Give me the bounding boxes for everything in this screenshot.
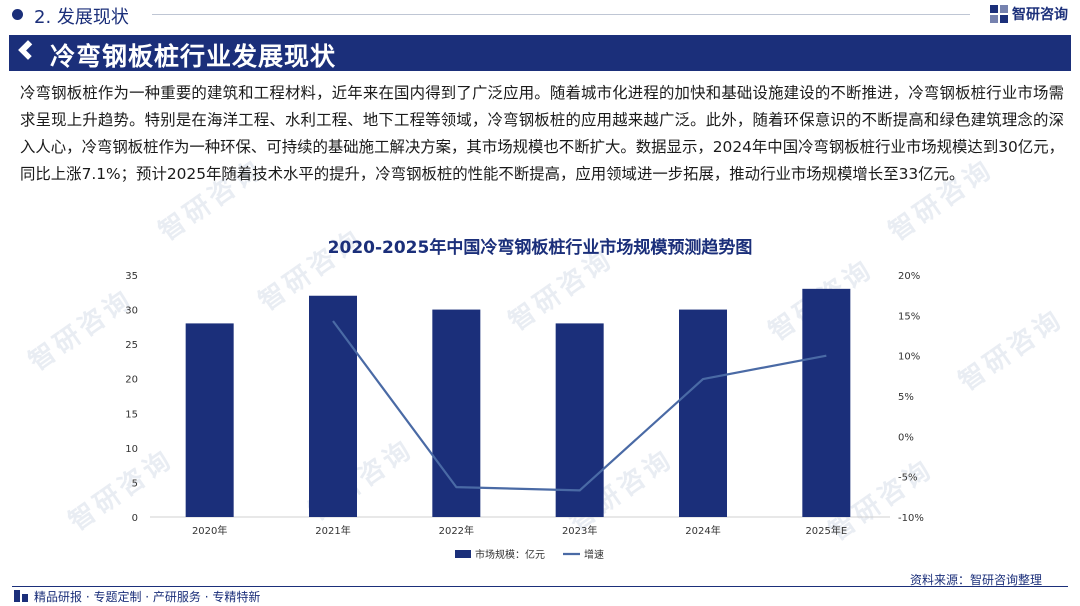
footer-divider: [12, 586, 1068, 587]
left-axis-tick: 35: [125, 271, 138, 282]
right-axis-tick: 10%: [898, 352, 920, 363]
bar-market-size: [555, 323, 604, 517]
right-axis-tick: 20%: [898, 271, 920, 282]
left-axis-tick: 0: [132, 513, 138, 524]
bar-market-size: [432, 309, 481, 517]
legend-bar-label: 市场规模：亿元: [475, 548, 545, 561]
body-paragraph: 冷弯钢板桩作为一种重要的建筑和工程材料，近年来在国内得到了广泛应用。随着城市化进…: [20, 84, 1064, 183]
section-header: 2. 发展现状 智研咨询: [0, 0, 1080, 30]
section-divider: [152, 14, 970, 15]
x-axis-tick: 2020年: [192, 524, 227, 537]
right-axis-tick: -5%: [898, 473, 917, 484]
section-bullet-icon: [12, 9, 23, 20]
left-axis-tick: 10: [125, 444, 138, 455]
left-axis-tick: 20: [125, 375, 138, 386]
left-axis-tick: 30: [125, 306, 138, 317]
x-axis-tick: 2024年: [685, 524, 720, 537]
bar-market-size: [309, 295, 357, 517]
title-banner: [9, 35, 1071, 71]
x-axis-tick: 2023年: [562, 524, 597, 537]
chart-title: 2020-2025年中国冷弯钢板桩行业市场规模预测趋势图: [327, 238, 753, 258]
x-axis-tick: 2025年E: [805, 524, 847, 537]
left-axis-tick: 25: [125, 340, 138, 351]
left-axis-tick: 15: [125, 409, 138, 420]
source-note: 资料来源：智研咨询整理: [909, 573, 1042, 587]
report-icon: [14, 590, 28, 602]
bar-market-size: [802, 288, 851, 517]
brand-logo-icon: [990, 5, 1008, 23]
footer-services: 精品研报 · 专题定制 · 产研服务 · 专精特新: [34, 590, 261, 604]
right-axis-tick: -10%: [898, 513, 924, 524]
market-size-chart: 0 5 10 15 20 25 30 35 -10% -5% 0% 5% 10% 15% 20% 2020年 2…: [125, 271, 924, 561]
x-axis-tick: 2021年: [315, 524, 350, 537]
right-axis-tick: 5%: [898, 392, 914, 403]
bar-market-size: [679, 309, 727, 517]
section-title: 2. 发展现状: [34, 7, 129, 28]
right-axis-tick: 0%: [898, 432, 914, 443]
bar-market-size: [185, 323, 234, 517]
x-axis-tick: 2022年: [439, 524, 474, 537]
banner-title: 冷弯钢板桩行业发展现状: [50, 42, 337, 71]
left-axis-tick: 5: [132, 478, 138, 489]
brand-logo-text: 智研咨询: [1012, 7, 1068, 23]
legend-bar-swatch: [455, 550, 471, 558]
right-axis-tick: 15%: [898, 311, 920, 322]
brand-logo: 智研咨询: [990, 4, 1068, 24]
legend-line-label: 增速: [584, 548, 604, 561]
